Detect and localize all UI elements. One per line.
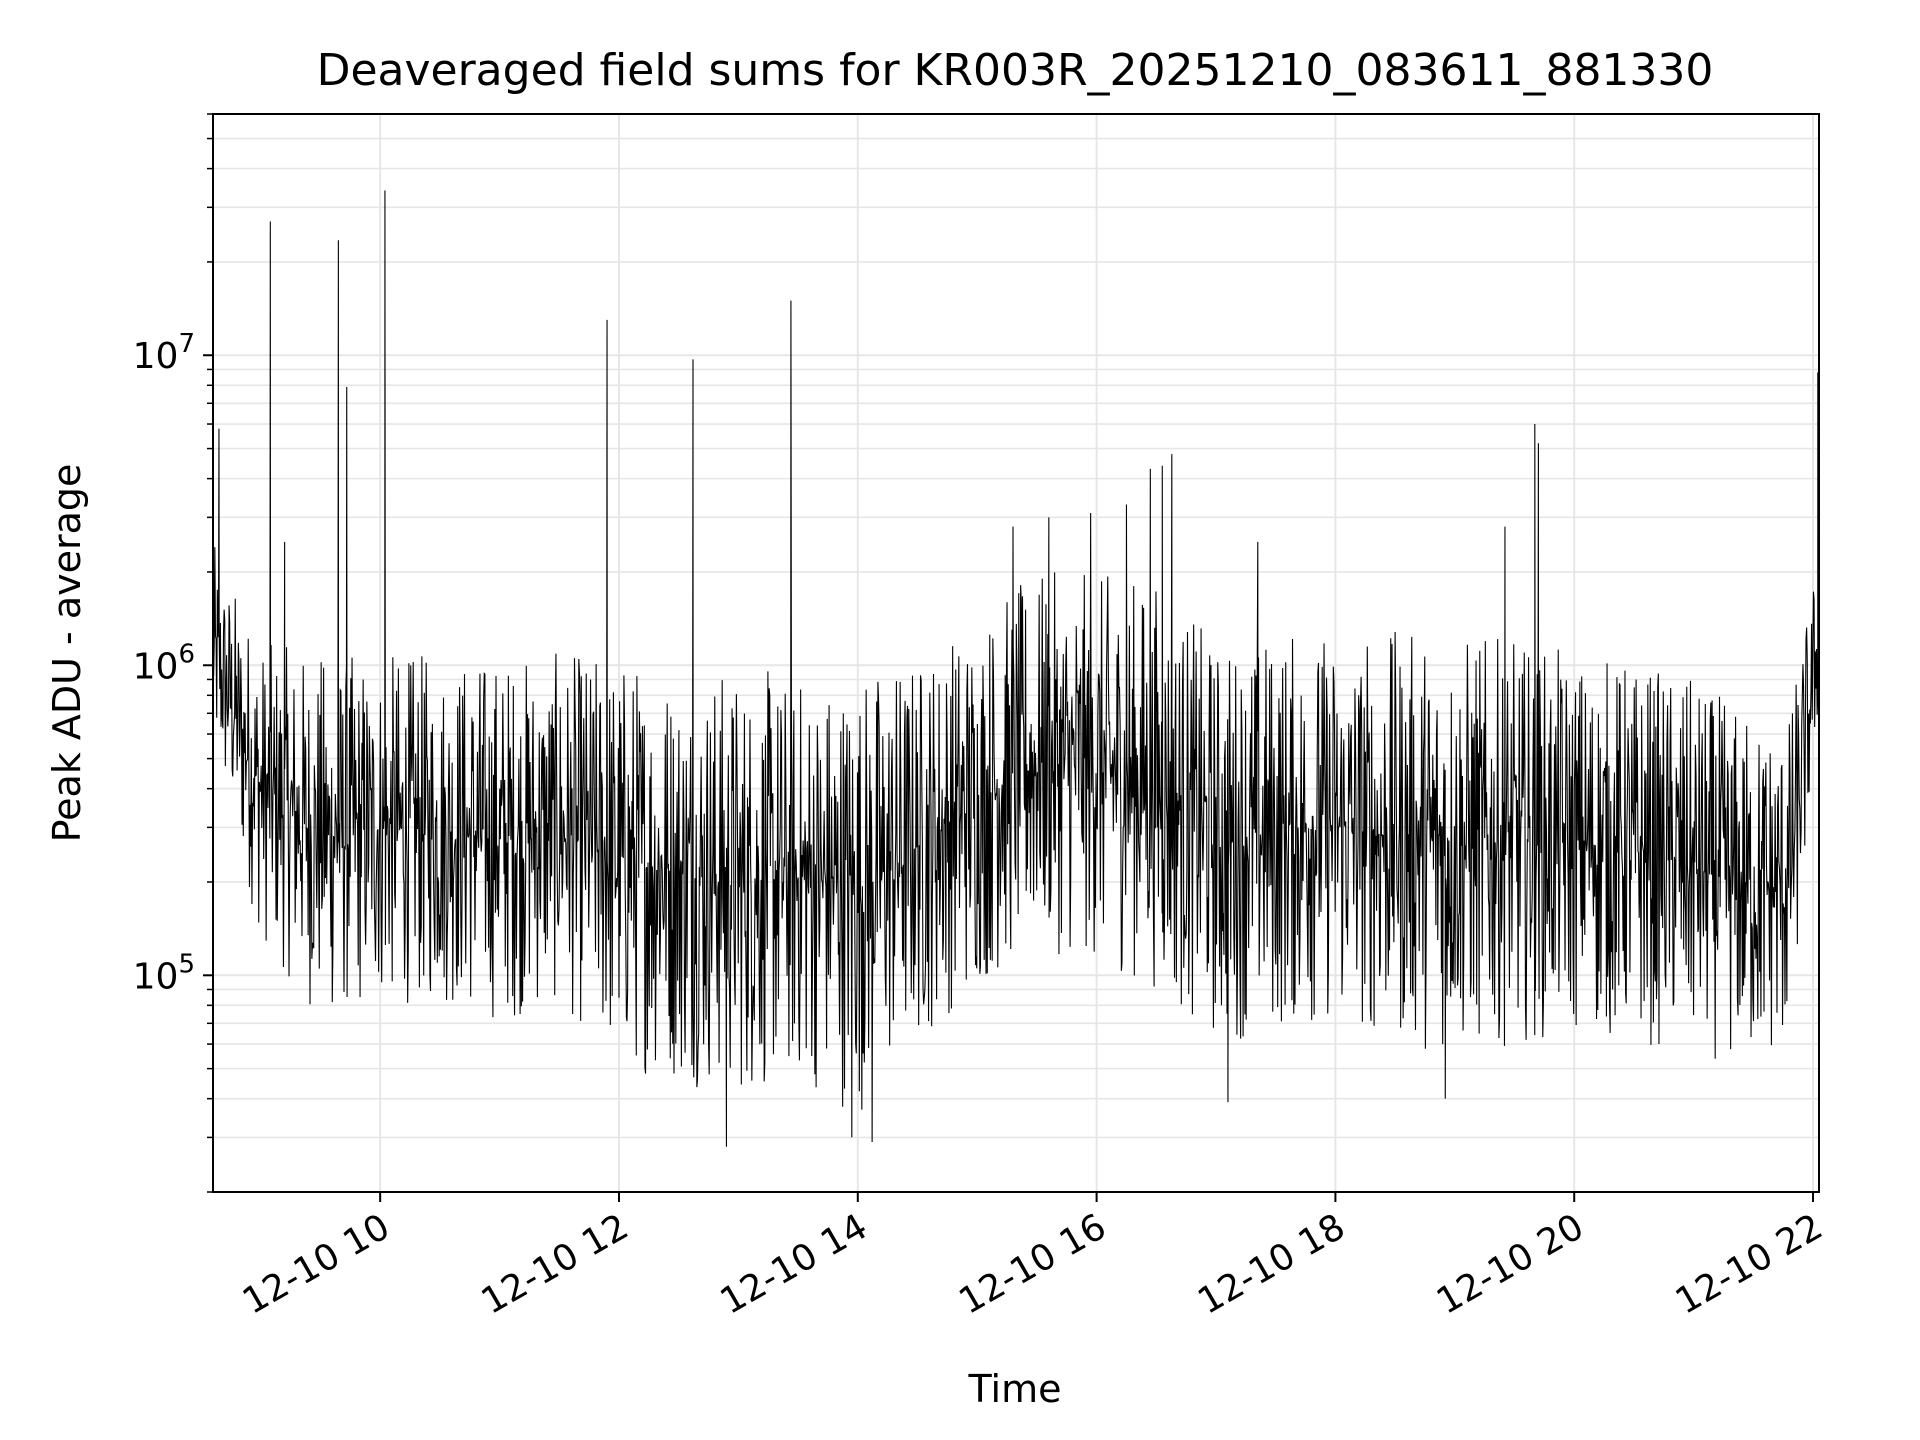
x-tick-label: 12-10 12 [475, 1206, 636, 1322]
y-tick-label: 105 [133, 949, 195, 997]
series-line [213, 152, 1819, 1147]
y-tick-label: 106 [133, 639, 195, 687]
plot-frame [212, 113, 1820, 1193]
x-axis: 12-10 10 12-10 12 12-10 14 12-10 16 12-10 18… [236, 1192, 1830, 1323]
plot-series [213, 152, 1819, 1147]
x-axis-label: Time [968, 1367, 1062, 1411]
x-tick-label: 12-10 22 [1669, 1206, 1830, 1322]
y-tick-label: 107 [133, 329, 195, 377]
y-axis: 105 106 107 [133, 113, 213, 1193]
x-tick-label: 12-10 20 [1430, 1206, 1591, 1322]
x-tick-label: 12-10 18 [1191, 1206, 1352, 1322]
y-axis-label: Peak ADU - average [45, 464, 89, 843]
x-tick-label: 12-10 16 [952, 1206, 1113, 1322]
x-tick-label: 12-10 14 [714, 1206, 875, 1322]
chart-title: Deaveraged field sums for KR003R_2025121… [317, 45, 1714, 96]
x-tick-label: 12-10 10 [236, 1206, 397, 1322]
